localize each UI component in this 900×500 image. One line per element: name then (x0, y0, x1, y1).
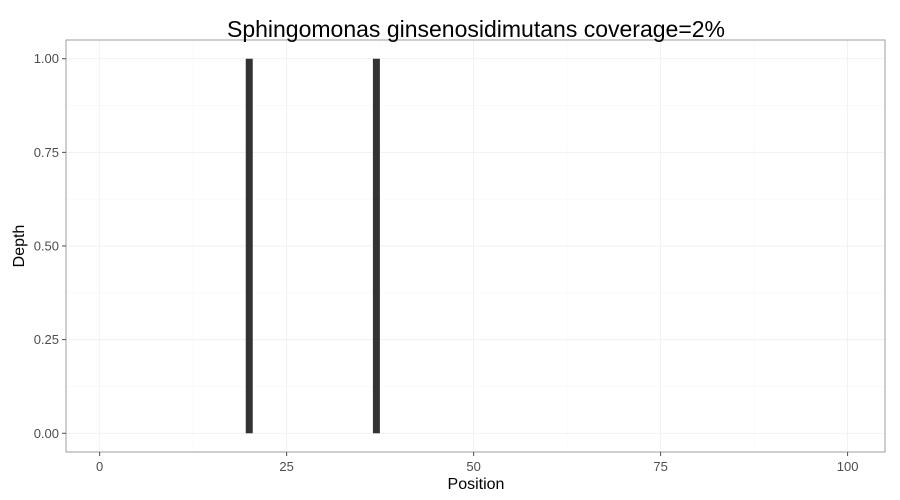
x-tick-label: 50 (466, 459, 480, 474)
y-tick-label: 0.75 (34, 145, 59, 160)
minor-gridlines (66, 40, 885, 452)
x-axis-ticks: 0 25 50 75 100 (96, 452, 858, 474)
y-axis-ticks: 0.00 0.25 0.50 0.75 1.00 (34, 51, 66, 441)
chart-title: Sphingomonas ginsenosidimutans coverage=… (227, 16, 725, 42)
x-tick-label: 25 (279, 459, 293, 474)
y-axis-title: Depth (11, 225, 28, 268)
depth-bars (245, 58, 380, 434)
major-gridlines (66, 40, 885, 452)
x-tick-label: 75 (653, 459, 667, 474)
x-axis-title: Position (448, 476, 505, 493)
x-tick-label: 100 (837, 459, 859, 474)
y-tick-label: 0.50 (34, 239, 59, 254)
y-tick-label: 0.00 (34, 426, 59, 441)
depth-bar (372, 58, 380, 434)
y-tick-label: 0.25 (34, 332, 59, 347)
x-tick-label: 0 (96, 459, 103, 474)
depth-bar (245, 58, 253, 434)
y-tick-label: 1.00 (34, 51, 59, 66)
